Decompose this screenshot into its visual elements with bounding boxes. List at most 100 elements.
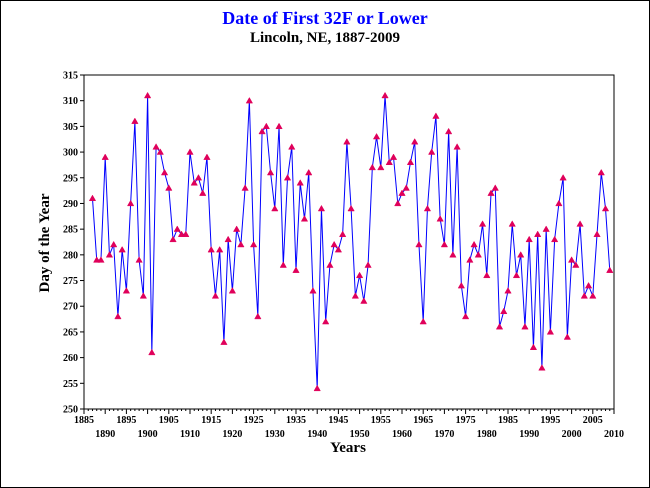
data-point-marker	[423, 204, 432, 212]
x-tick-label: 1920	[222, 429, 242, 440]
data-point-marker	[398, 189, 406, 196]
data-point-marker	[275, 122, 283, 130]
data-point-marker	[466, 256, 474, 263]
x-tick-label: 1900	[138, 429, 158, 440]
data-point-marker	[88, 194, 97, 201]
x-tick-label: 1970	[434, 429, 454, 440]
data-point-marker	[105, 251, 114, 258]
y-tick-label: 315	[63, 71, 78, 82]
data-point-marker	[394, 199, 402, 207]
data-point-marker	[152, 143, 160, 150]
data-point-marker	[190, 179, 198, 186]
data-point-marker	[389, 153, 398, 160]
data-point-marker	[381, 91, 389, 99]
x-tick-label: 1910	[180, 429, 200, 440]
x-tick-label: 1925	[244, 415, 264, 426]
x-tick-label: 2000	[562, 429, 582, 440]
data-point-marker	[491, 184, 499, 191]
data-point-marker	[173, 225, 181, 232]
data-point-marker	[538, 364, 546, 371]
data-point-marker	[551, 235, 559, 243]
data-point-marker	[521, 323, 529, 330]
data-point-marker	[478, 220, 487, 227]
y-tick-label: 300	[63, 148, 78, 159]
data-point-marker	[419, 317, 427, 325]
y-tick-label: 275	[63, 276, 78, 287]
x-tick-label: 1895	[116, 415, 136, 426]
data-point-marker	[512, 271, 521, 279]
y-tick-label: 280	[63, 250, 78, 261]
data-point-marker	[118, 246, 126, 253]
data-point-marker	[131, 117, 139, 124]
data-point-marker	[495, 323, 504, 330]
x-tick-label: 1915	[201, 415, 221, 426]
data-point-marker	[440, 240, 449, 248]
data-point-marker	[449, 251, 457, 258]
data-point-marker	[300, 215, 309, 222]
data-point-marker	[470, 240, 478, 248]
data-point-marker	[334, 246, 343, 253]
data-point-marker	[207, 246, 215, 253]
data-point-marker	[292, 266, 300, 273]
data-point-marker	[483, 271, 491, 279]
data-point-marker	[245, 96, 253, 104]
data-point-marker	[360, 297, 368, 304]
data-point-marker	[254, 312, 262, 320]
data-point-marker	[271, 204, 279, 212]
data-point-marker	[372, 132, 381, 140]
data-point-marker	[546, 328, 555, 335]
y-axis-title: Day of the Year	[37, 193, 53, 292]
data-point-marker	[593, 230, 601, 237]
data-point-marker	[542, 225, 550, 232]
data-point-marker	[343, 138, 351, 145]
data-markers	[88, 91, 614, 392]
x-tick-label: 1930	[265, 429, 285, 440]
data-point-marker	[597, 168, 605, 176]
x-tick-label: 1980	[477, 429, 497, 440]
data-point-marker	[182, 230, 190, 237]
data-point-marker	[122, 287, 131, 294]
x-tick-label: 1995	[540, 415, 560, 426]
x-tick-label: 2005	[583, 415, 603, 426]
data-point-marker	[529, 343, 538, 350]
data-point-marker	[500, 307, 508, 315]
x-axis-title: Years	[330, 440, 366, 456]
data-point-marker	[584, 281, 593, 289]
x-tick-label: 1985	[498, 415, 518, 426]
data-point-marker	[563, 333, 571, 340]
data-point-marker	[156, 148, 164, 155]
data-point-marker	[313, 384, 321, 392]
x-tick-label: 1885	[74, 415, 94, 426]
data-point-marker	[411, 138, 419, 145]
data-point-marker	[606, 266, 614, 273]
data-point-marker	[249, 240, 258, 248]
data-point-marker	[368, 163, 376, 171]
plot-area-border	[83, 74, 615, 410]
data-point-marker	[474, 251, 482, 258]
data-point-marker	[237, 240, 245, 248]
data-point-marker	[309, 287, 317, 294]
data-point-marker	[432, 112, 440, 119]
chart-subtitle: Lincoln, NE, 1887-2009	[249, 30, 400, 46]
data-point-marker	[326, 261, 334, 268]
data-point-marker	[601, 204, 610, 212]
data-point-marker	[211, 292, 220, 299]
data-point-marker	[534, 230, 542, 237]
data-point-marker	[139, 292, 147, 299]
data-point-marker	[322, 317, 330, 325]
data-point-marker	[445, 127, 453, 135]
data-point-marker	[457, 281, 465, 289]
data-point-marker	[258, 127, 266, 135]
x-tick-label: 1940	[307, 429, 327, 440]
x-tick-label: 1965	[413, 415, 433, 426]
y-tick-label: 285	[63, 225, 78, 236]
x-tick-label: 1955	[371, 415, 391, 426]
data-point-marker	[220, 338, 228, 345]
data-point-marker	[135, 256, 143, 263]
y-tick-label: 260	[63, 353, 78, 364]
tick-labels: 250 255 260 265 270 275 280 285 290 295 300 305 310 3…	[63, 71, 624, 441]
data-point-marker	[199, 189, 207, 196]
data-point-marker	[415, 240, 423, 248]
